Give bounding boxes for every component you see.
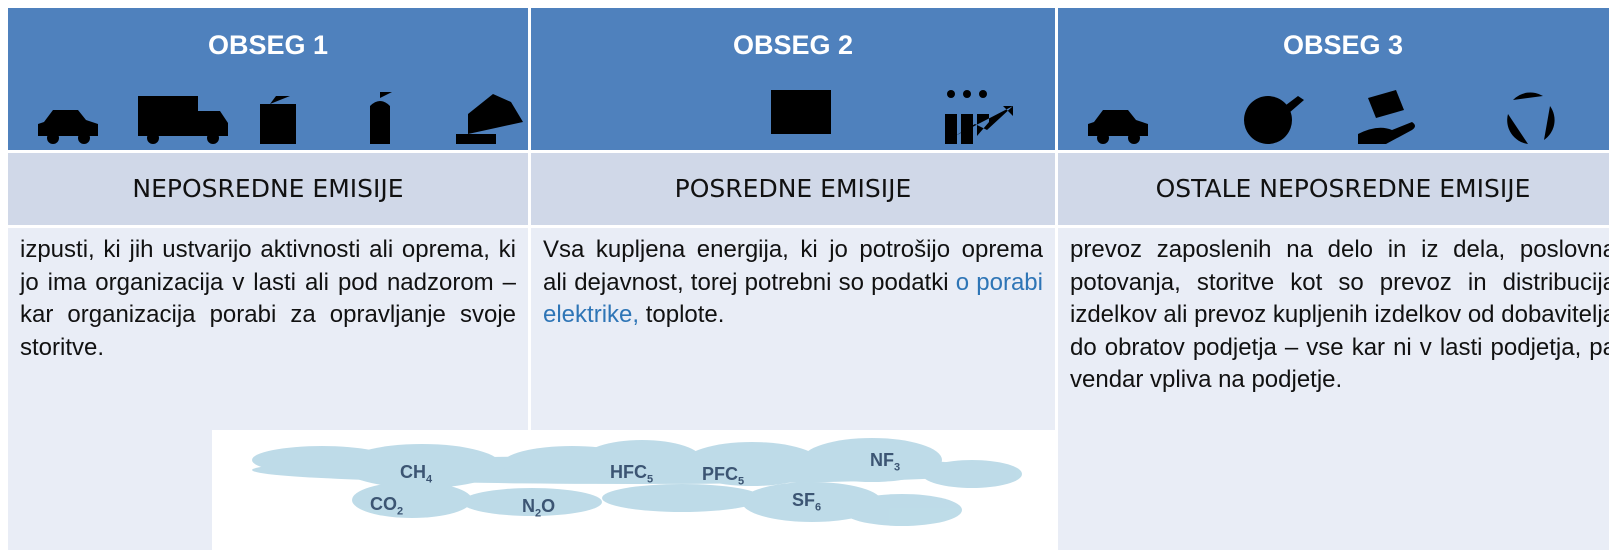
gas-label: SF6 [792,490,821,514]
text: prevoz zaposlenih na delo in iz dela, po… [1070,236,1609,393]
gas-sub: 3 [894,462,900,474]
column-text: prevoz zaposlenih na delo in iz dela, po… [1058,228,1609,550]
icons [1058,86,1609,148]
column-subtitle: POSREDNE EMISIJE [531,153,1055,225]
icons [8,86,528,148]
column-header: OBSEG 1 [8,8,528,150]
gas-base: SF [792,490,815,510]
column-header: OBSEG 3 [1058,8,1609,150]
gas-sub: 5 [738,476,744,488]
text: toplote. [639,301,724,328]
text: izpusti, ki jih ustvarijo aktivnosti ali… [20,236,516,361]
gas-sub: 2 [397,506,403,518]
column-title: OBSEG 2 [531,30,1055,61]
gas-base: PFC [702,464,738,484]
gas-sub: 5 [647,474,653,486]
clouds [212,430,1055,550]
column-subtitle: NEPOSREDNE EMISIJE [8,153,528,225]
column-subtitle: OSTALE NEPOSREDNE EMISIJE [1058,153,1609,225]
gas-sub: 6 [815,502,821,514]
gas-base: HFC [610,462,647,482]
column-header: OBSEG 2 [531,8,1055,150]
gas-base: N [522,496,535,516]
gas-sub: 4 [426,474,432,486]
column-title: OBSEG 3 [1058,30,1609,61]
gas-tail: O [541,496,555,516]
gas-label: N2O [522,496,555,520]
scope-column: OBSEG 3 OSTALE NEPOSREDNE EMISIJE prevoz… [1058,8,1609,550]
gas-label: HFC5 [610,462,653,486]
gas-base: CO [370,494,397,514]
gas-base: CH [400,462,426,482]
gas-label: CO2 [370,494,403,518]
gas-label: NF3 [870,450,900,474]
page: OBSEG 1 NEPOSREDNE EMISIJE izpusti, ki j… [0,0,1609,550]
icons [531,86,1055,148]
column-title: OBSEG 1 [8,30,528,61]
gas-label: PFC5 [702,464,744,488]
gas-label: CH4 [400,462,432,486]
gas-base: NF [870,450,894,470]
